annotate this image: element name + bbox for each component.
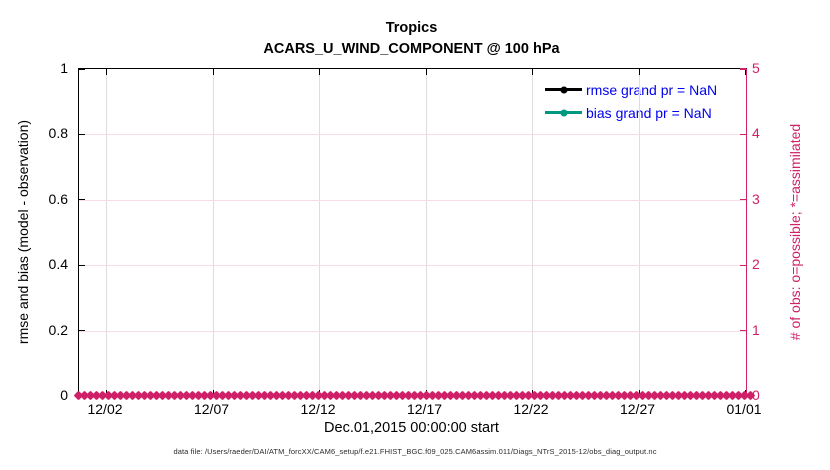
legend-label: rmse grand pr = NaN [586,81,718,98]
y-tick-left [79,329,85,332]
x-tick-label: 12/22 [513,401,549,417]
y-tick-right [740,68,746,70]
x-tick-label: 12/27 [619,401,656,417]
x-tick-label: 12/02 [87,401,123,417]
y-tick-label-right: 0 [752,387,760,403]
data-file-path: data file: /Users/raeder/DAI/ATM_forcXX/… [173,447,657,456]
y-tick-label-left: 1 [60,60,68,76]
x-tick-label: 12/07 [193,401,230,417]
x-gridline [319,69,320,396]
y-tick-label-left: 0 [60,387,68,403]
x-gridline [638,69,640,396]
x-gridline [425,69,427,396]
legend-marker-dot [560,109,567,116]
legend-line-sample [545,109,582,116]
legend: rmse grand pr = NaN bias grand pr = NaN [545,78,717,124]
y-gridline [79,330,746,332]
chart-title-block: Tropics ACARS_U_WIND_COMPONENT @ 100 hPa [78,18,745,60]
chart-title-region: Tropics [385,20,438,36]
y-gridline [79,199,746,201]
y-tick-label-right: 2 [752,256,760,273]
x-tick-label: 12/12 [300,401,336,417]
y-gridline [79,134,746,136]
y-tick-right [740,133,746,136]
x-axis-label: Dec.01,2015 00:00:00 start [324,420,499,436]
legend-line-sample [545,86,582,93]
legend-marker-dot [560,86,567,93]
y-tick-right [740,264,746,266]
x-tick-top [212,69,214,75]
x-tick-top [532,69,534,75]
legend-item: bias grand pr = NaN [545,101,717,124]
x-tick-label: 01/01 [726,401,762,417]
legend-label: bias grand pr = NaN [586,104,712,121]
y-tick-label-right: 4 [752,125,760,142]
chart-title-variable: ACARS_U_WIND_COMPONENT @ 100 hPa [263,41,560,58]
y-gridline [79,265,746,267]
obs-count-marker [745,390,756,401]
y-tick-left [79,68,85,70]
legend-item: rmse grand pr = NaN [545,78,717,101]
y-tick-right [740,199,746,201]
y-tick-label-left: 0.2 [48,321,68,338]
x-gridline [212,69,214,396]
y-tick-right [740,329,746,332]
x-tick-top [425,69,427,75]
x-gridline [532,69,533,396]
y-tick-left [79,264,85,266]
y-tick-label-right: 5 [752,60,760,76]
plot-area: rmse grand pr = NaN bias grand pr = NaN [73,68,756,401]
y-axis-label-right: # of obs: o=possible; *=assimilated [787,123,803,341]
y-tick-left [79,133,85,136]
x-tick-top [745,69,747,75]
y-tick-label-left: 0.8 [48,125,68,142]
x-tick-top [638,69,640,75]
x-gridline [106,69,107,396]
x-tick-top [106,69,108,75]
y-tick-label-right: 1 [752,321,760,338]
x-tick-top [319,69,321,75]
y-tick-label-right: 3 [752,190,760,207]
y-axis-label-left: rmse and bias (model - observation) [15,119,31,345]
y-tick-left [79,199,85,201]
obs-count-marker-band [73,390,756,401]
y-tick-label-left: 0.6 [48,190,68,207]
x-tick-label: 12/17 [406,401,443,417]
y-tick-label-left: 0.4 [48,256,68,273]
